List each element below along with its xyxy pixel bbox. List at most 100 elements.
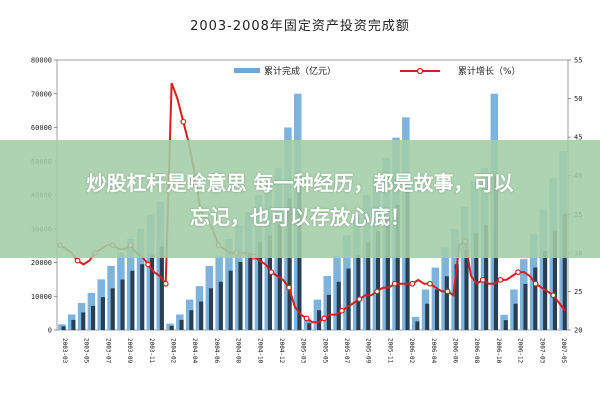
bar [195,286,204,330]
x-tick-label: 2003-07 [104,338,111,364]
bar-dark [71,319,76,330]
x-tick-label: 2007-05 [560,338,567,364]
left-tick-label: 0 [48,327,52,335]
bar-dark [228,270,233,330]
bar [87,292,96,330]
bar-dark [61,326,66,330]
x-tick-label: 2004-12 [278,338,285,364]
x-tick-label: 2005-07 [343,338,350,364]
x-tick-label: 2006-08 [473,338,480,364]
bar [500,314,508,330]
bar-dark [562,213,567,330]
growth-point [145,261,151,268]
bar [107,265,115,330]
bar [461,206,469,330]
bar-dark [248,253,253,330]
bar-dark [189,310,194,330]
right-tick-label: 20 [574,327,582,335]
bar [176,314,184,330]
bar-dark [208,288,214,330]
bar-dark [395,204,400,330]
right-tick-label: 50 [574,95,582,103]
bar [323,276,331,330]
bar [303,319,312,330]
bar-dark [425,303,430,330]
bar-dark [444,276,449,330]
growth-point [286,284,292,291]
x-tick-label: 2005-09 [365,338,372,364]
bar-dark [317,310,322,330]
x-tick-label: 2005-03 [300,338,307,364]
bar-dark [336,281,341,330]
growth-point [444,288,451,295]
bar [352,215,361,330]
bar-dark [385,218,390,330]
x-tick-label: 2004-06 [213,338,220,364]
bar [510,289,518,330]
bar-dark [464,249,469,330]
growth-point [391,280,398,287]
bar [235,225,243,330]
watermark-text: 炒股杠杆是啥意思 每一种经历，都是故事，可以 忘记，也可以存放心底！ [10,166,590,234]
bar [166,323,174,330]
growth-point [268,269,275,276]
bar [136,228,145,330]
growth-point [479,276,486,283]
growth-point [356,296,363,303]
watermark-line-1: 炒股杠杆是啥意思 每一种经历，都是故事，可以 [86,171,514,195]
bar-dark [552,231,557,330]
bar [77,303,86,330]
growth-point [180,118,187,125]
x-tick-label: 2006-02 [408,338,415,364]
watermark-line-2: 忘记，也可以存放心底！ [190,205,410,229]
bar-dark [238,261,243,330]
bar-dark [405,191,410,330]
x-tick-label: 2003-03 [61,338,68,364]
watermark-banner [0,140,600,258]
bar-dark [415,321,420,330]
x-tick-label: 2006-06 [452,338,459,364]
growth-point [303,315,310,322]
left-tick-label: 70000 [31,90,52,98]
legend-label-bar: 累计完成（亿元） [264,65,336,77]
x-axis-ticks: 2003-03 2003-05 2003-07 2003-09 2003-11 2004-… [61,338,567,364]
left-tick-label: 20000 [31,259,52,267]
bar-dark [91,305,96,330]
growth-point [515,269,521,276]
bar-dark [130,270,135,330]
bar [215,255,223,330]
bar [185,299,194,330]
bar-dark [199,301,204,330]
bar [313,299,322,330]
left-tick-label: 60000 [31,124,52,132]
x-tick-label: 2003-09 [126,338,133,364]
bar-dark [503,320,508,330]
bar [156,201,164,330]
bar [117,252,125,330]
x-tick-label: 2004-02 [169,338,176,364]
bar [333,255,341,330]
bar-dark [179,319,184,330]
bar [68,314,76,330]
x-tick-label: 2003-11 [148,338,155,364]
bar-dark [523,283,528,330]
bar-dark [454,264,459,330]
bar-dark [434,289,440,330]
bar-dark [267,235,273,330]
bar-dark [149,255,155,330]
bar [205,265,214,330]
growth-point [374,288,380,295]
growth-point [74,257,81,264]
bar-dark [307,323,312,330]
growth-point [550,292,557,299]
bar [146,215,155,330]
growth-point [409,280,416,287]
bar-dark [366,242,371,330]
left-tick-label: 80000 [31,57,52,65]
bar [97,279,105,330]
bar [254,195,263,330]
x-tick-label: 2004-04 [191,338,198,364]
growth-point [532,280,539,287]
bar-dark [120,279,125,330]
right-tick-label: 25 [574,288,582,296]
